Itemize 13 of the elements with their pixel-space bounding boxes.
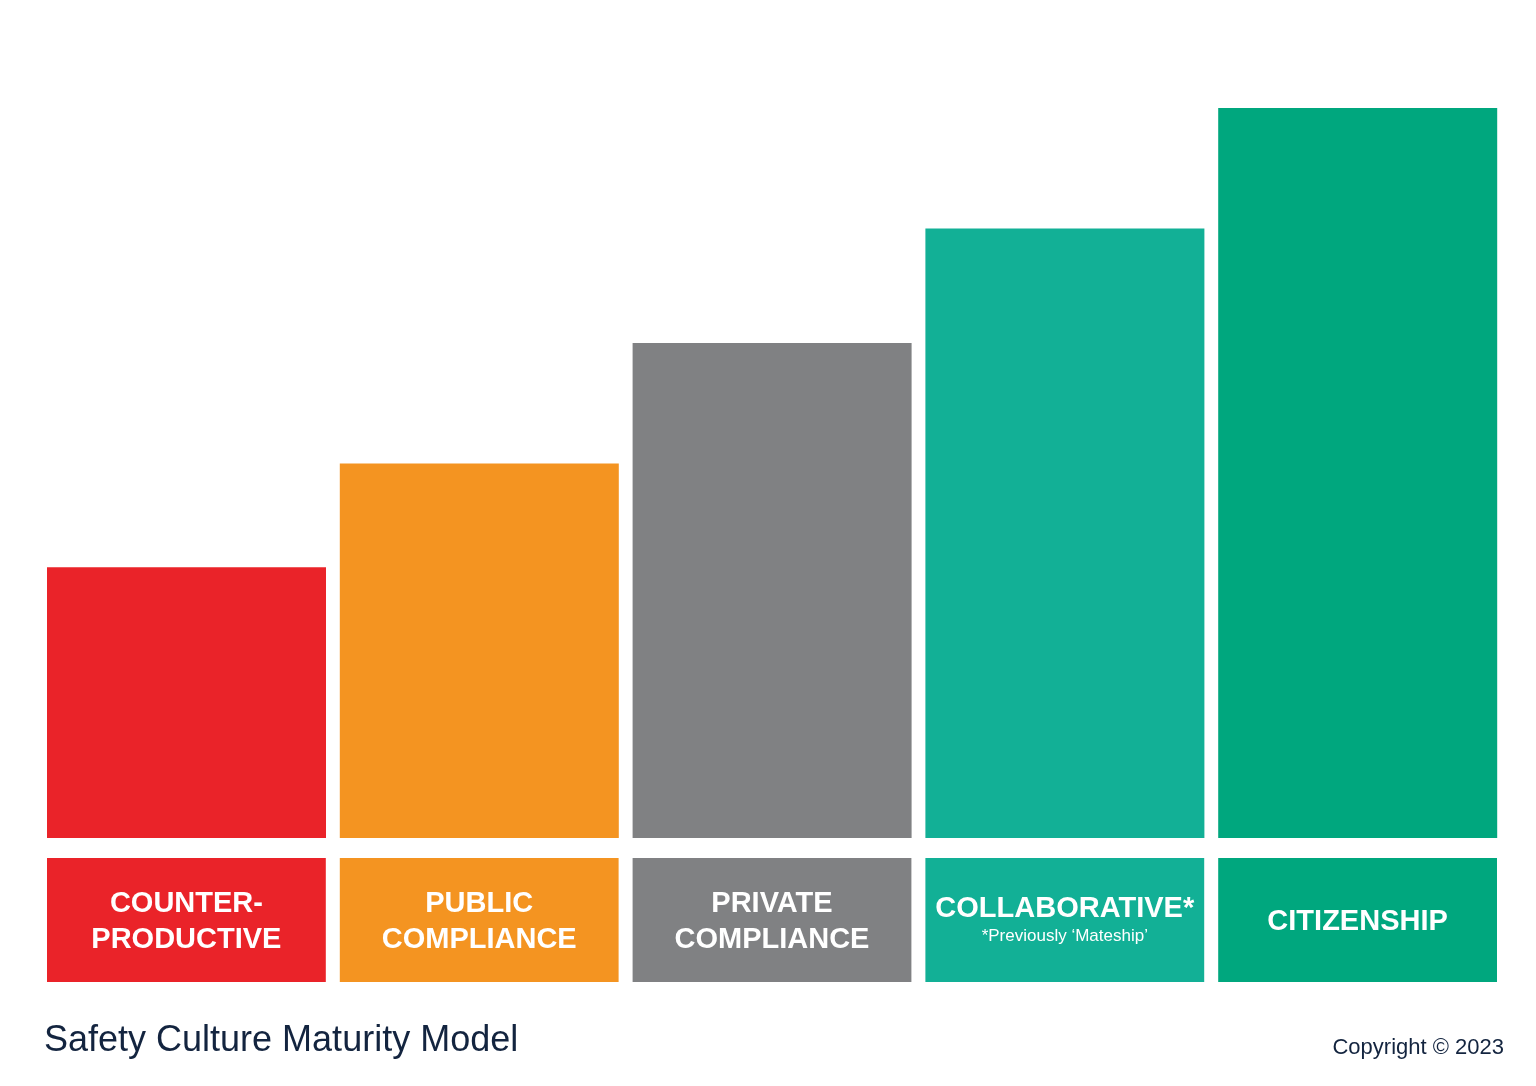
x-tick-label: COLLABORATIVE* <box>935 891 1195 923</box>
bar <box>339 463 619 838</box>
x-tick-label: CITIZENSHIP <box>1267 904 1448 936</box>
bar <box>632 343 912 838</box>
x-tick-label: PUBLIC COMPLIANCE <box>381 886 577 954</box>
text: Safety Culture Maturity Model <box>44 1018 519 1060</box>
text: Copyright © 2023 <box>1332 1034 1504 1059</box>
bar <box>47 567 326 838</box>
bar <box>1218 108 1498 838</box>
bar <box>925 228 1205 838</box>
text: *Previously ‘Mateship’ <box>981 926 1148 945</box>
x-tick-label: PRIVATE COMPLIANCE <box>674 886 870 954</box>
x-tick-label: COUNTER-PRODUCTIVE <box>91 886 282 954</box>
